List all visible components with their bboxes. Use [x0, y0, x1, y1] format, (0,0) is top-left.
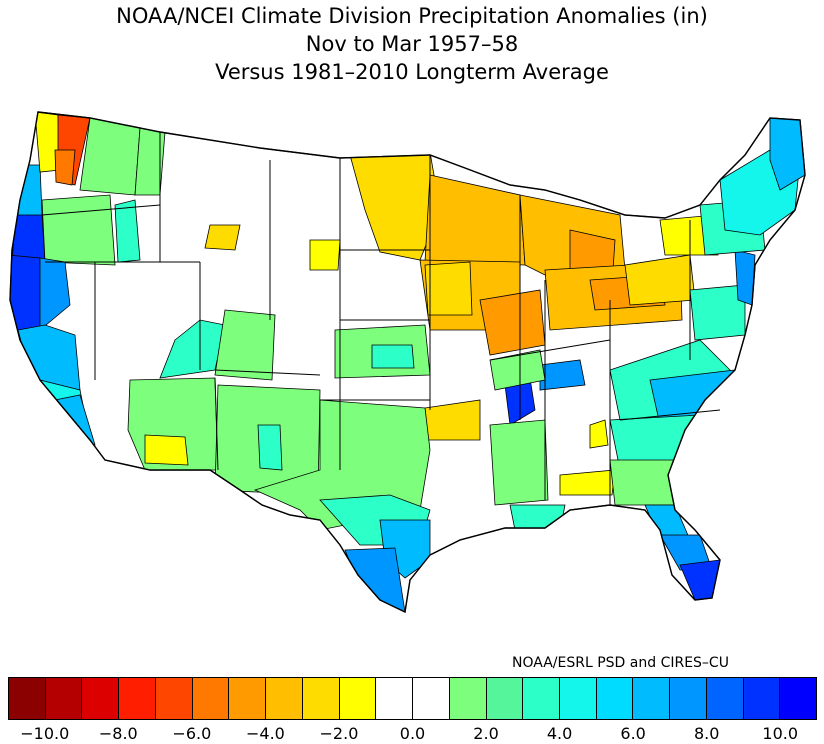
us-climate-division-map — [9, 111, 806, 614]
region-co-west — [214, 309, 276, 381]
colorbar-tick-label: 8.0 — [693, 724, 720, 743]
colorbar-box — [229, 678, 267, 719]
region-la-coast — [509, 504, 566, 531]
colorbar-box — [82, 678, 120, 719]
colorbar-box — [449, 678, 487, 719]
colorbar-box — [155, 678, 193, 719]
region-or-central — [41, 194, 116, 266]
colorbar-tick-label: −4.0 — [245, 724, 285, 743]
region-wa-east — [79, 117, 141, 196]
map-title-line-3: Versus 1981–2010 Longterm Average — [215, 60, 609, 84]
region-nm-aqua — [257, 424, 283, 471]
colorbar-tick-label: 6.0 — [620, 724, 646, 743]
colorbar-box — [596, 678, 634, 719]
region-az-south-yellow — [144, 434, 189, 466]
colorbar-box — [45, 678, 83, 719]
region-wy-central — [309, 239, 341, 271]
region-la-ms — [489, 419, 549, 506]
colorbar-box — [9, 678, 46, 719]
region-md-de — [689, 284, 746, 341]
region-il — [479, 289, 546, 356]
region-ca-sierra — [39, 257, 71, 331]
colorbar-box — [670, 678, 707, 719]
map-title-line-1: NOAA/NCEI Climate Division Precipitation… — [116, 4, 708, 28]
region-mo-west — [424, 261, 473, 316]
region-mt-west — [204, 224, 241, 251]
colorbar-box — [339, 678, 377, 719]
us-border — [9, 111, 806, 614]
colorbar-legend — [8, 677, 817, 720]
colorbar-tick-label: 0.0 — [399, 724, 426, 743]
region-tx-south — [344, 547, 406, 612]
colorbar-box — [376, 678, 414, 719]
colorbar-box — [192, 678, 230, 719]
region-fl-south — [679, 559, 721, 601]
map-title-line-2: Nov to Mar 1957–58 — [305, 32, 519, 56]
region-ga-yellow-2 — [589, 419, 609, 449]
region-ca-north-coast — [10, 254, 43, 336]
colorbar-tick-label: −10.0 — [20, 724, 70, 743]
colorbar-tick-label: −8.0 — [98, 724, 138, 743]
colorbar-box — [266, 678, 303, 719]
colorbar-box — [413, 678, 450, 719]
colorbar-box — [743, 678, 781, 719]
colorbar-box — [780, 678, 817, 719]
region-wa-puget — [54, 149, 76, 186]
colorbar-box — [486, 678, 524, 719]
colorbar-box — [523, 678, 561, 719]
region-ks-aqua — [371, 344, 415, 369]
colorbar-tick-label: −6.0 — [172, 724, 212, 743]
colorbar-box — [119, 678, 156, 719]
colorbar-box — [633, 678, 671, 719]
colorbar-box — [706, 678, 744, 719]
region-al-ga-yellow — [559, 469, 616, 496]
region-or-central-2 — [114, 199, 141, 263]
colorbar-tick-label: −2.0 — [319, 724, 359, 743]
colorbar-tick-label: 4.0 — [546, 724, 573, 743]
colorbar-box — [302, 678, 340, 719]
colorbar-ticks: −10.0 −8.0 −6.0 −4.0 −2.0 0.0 2.0 4.0 6.0 8.0 10.0 — [8, 724, 817, 744]
state-boundaries — [41, 132, 721, 505]
map-credit: NOAA/ESRL PSD and CIRES–CU — [512, 655, 729, 671]
colorbar-tick-label: 10.0 — [762, 724, 799, 743]
region-ky-tn — [539, 359, 586, 391]
colorbar-box — [560, 678, 597, 719]
colorbar-tick-label: 2.0 — [473, 724, 499, 743]
